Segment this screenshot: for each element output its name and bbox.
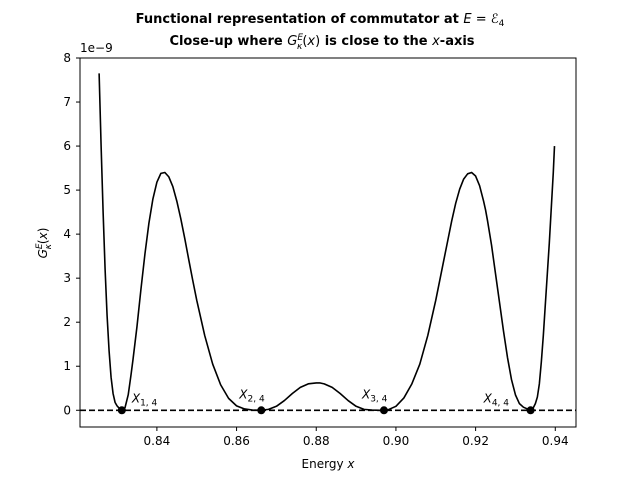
y-offset-label: 1e−9 [80,41,113,55]
x-axis-label: Energy x [302,457,356,471]
y-tick-label: 3 [63,271,71,285]
x-tick-label: 0.90 [383,434,410,448]
x-tick-label: 0.84 [144,434,171,448]
y-tick-label: 2 [63,315,71,329]
root-label: X4, 4 [483,391,510,408]
x-tick-label: 0.88 [303,434,330,448]
y-tick-label: 0 [63,403,71,417]
y-tick-label: 7 [63,95,71,109]
plot-area: X1, 4 X2, 4 X3, 4 X4, 4 [80,73,576,415]
y-tick-label: 5 [63,183,71,197]
axes: 0.84 0.86 0.88 0.90 0.92 0.94 0 1 2 3 4 5 6 7 8 [63,51,577,448]
chart-subtitle: Close-up where GE κ(x) is close to the x-… [169,33,474,52]
x-tick-label: 0.94 [542,434,569,448]
root-marker [117,406,126,415]
x-tick-label: 0.86 [223,434,250,448]
root-marker [379,406,388,415]
y-tick-label: 6 [63,139,71,153]
series-line-0 [98,73,556,412]
root-label: X2, 4 [238,387,265,404]
y-tick-label: 1 [63,359,71,373]
root-marker [257,406,266,415]
chart-title: Functional representation of commutator … [136,12,505,29]
x-tick-label: 0.92 [462,434,489,448]
root-marker [526,406,535,415]
root-label: X1, 4 [131,391,158,408]
y-tick-label: 4 [63,227,71,241]
root-label: X3, 4 [361,387,388,404]
axes-frame [79,57,577,428]
y-axis-label: GEκ(x) [35,228,54,259]
y-tick-label: 8 [63,51,71,65]
